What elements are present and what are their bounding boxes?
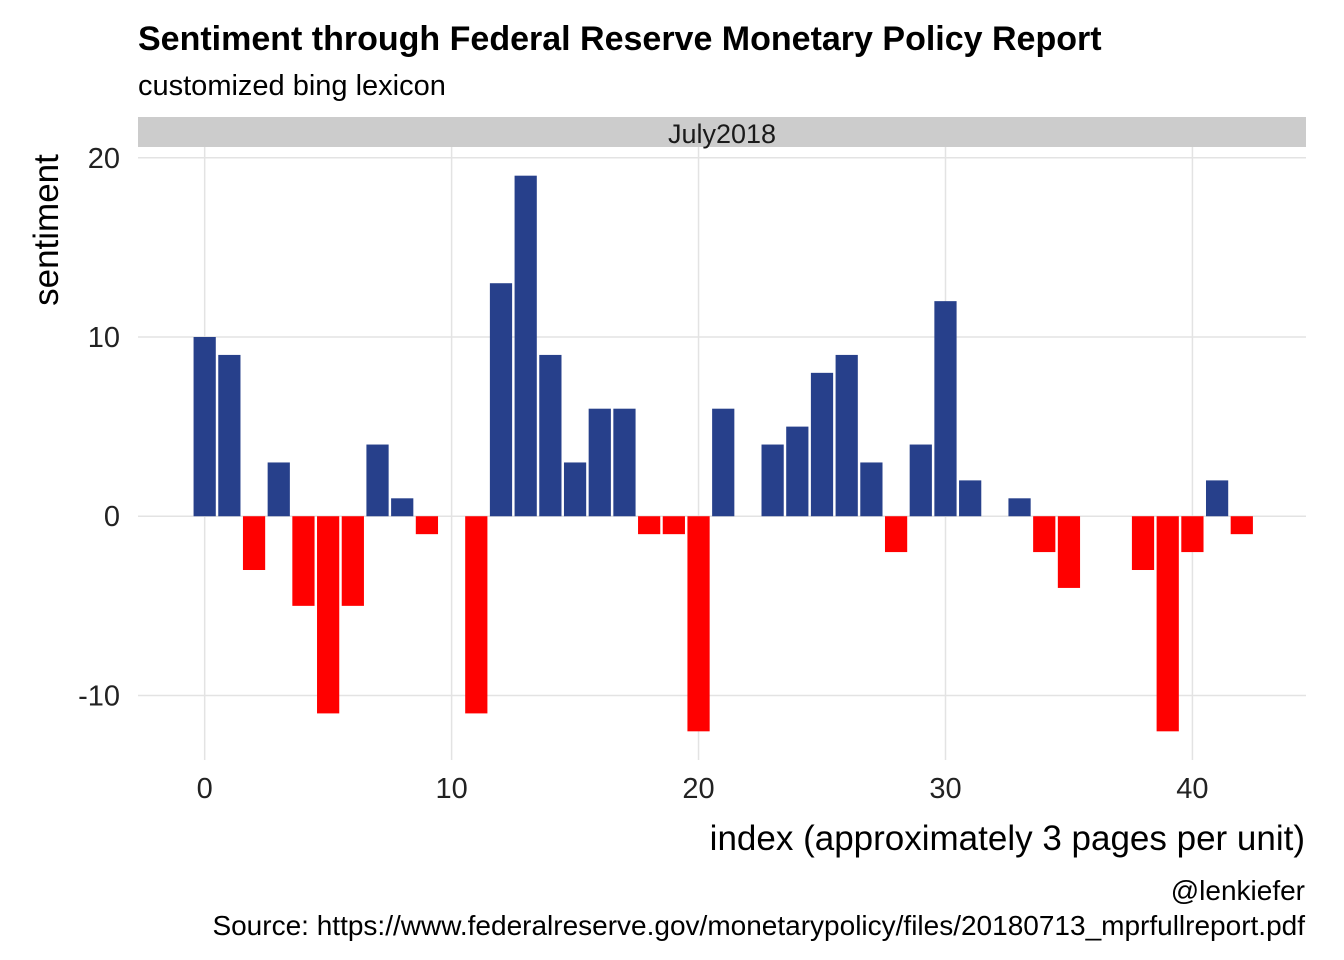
bar (539, 354, 562, 517)
x-tick-label: 0 (197, 773, 213, 805)
bar (860, 462, 883, 517)
bar (366, 444, 389, 517)
caption-source: Source: https://www.federalreserve.gov/m… (212, 910, 1305, 941)
bar (317, 516, 340, 714)
bar (1205, 480, 1229, 517)
bar (613, 408, 636, 517)
x-tick-label: 20 (682, 773, 714, 805)
bar (1008, 498, 1031, 517)
bar (1033, 516, 1056, 553)
bar (835, 354, 858, 517)
bar (687, 516, 710, 732)
bar (1057, 516, 1081, 588)
x-tick-label: 30 (929, 773, 961, 805)
y-tick-labels: -10 0 10 20 (78, 143, 120, 713)
bar (761, 444, 784, 517)
bar (242, 516, 266, 571)
y-tick-label: 10 (88, 322, 120, 354)
bar (341, 516, 364, 606)
bar (1230, 516, 1253, 535)
bar (786, 426, 809, 517)
bar (391, 498, 414, 517)
x-tick-label: 10 (435, 773, 467, 805)
facet-label: July2018 (668, 119, 776, 149)
y-tick-label: 20 (88, 143, 120, 175)
x-tick-labels: 0 10 20 30 40 (197, 773, 1209, 805)
bar (638, 516, 661, 535)
y-tick-label: 0 (104, 501, 120, 533)
bar (884, 516, 908, 553)
bar (959, 480, 982, 517)
bar (810, 372, 834, 517)
chart-title: Sentiment through Federal Reserve Moneta… (138, 20, 1102, 58)
gridlines (138, 147, 1306, 760)
bar (292, 516, 315, 606)
bar (563, 462, 587, 517)
y-tick-label: -10 (78, 680, 120, 712)
bar (909, 444, 932, 517)
bar (193, 336, 216, 517)
bar (1156, 516, 1179, 732)
bar (934, 301, 957, 517)
bar (588, 408, 611, 517)
bar (218, 354, 241, 517)
bar (1181, 516, 1204, 553)
x-axis-label: index (approximately 3 pages per unit) (710, 819, 1305, 858)
caption-handle: @lenkiefer (1171, 875, 1305, 906)
bars (193, 175, 1253, 732)
facet-strip (138, 117, 1306, 147)
bar (1131, 516, 1155, 571)
y-axis-label: sentiment (27, 154, 66, 306)
bar (267, 462, 290, 517)
bar (514, 175, 537, 517)
bar (662, 516, 685, 535)
x-tick-label: 40 (1176, 773, 1208, 805)
bar (712, 408, 735, 517)
bar (489, 283, 513, 517)
bar (465, 516, 488, 714)
bar (415, 516, 439, 535)
chart-subtitle: customized bing lexicon (138, 70, 446, 102)
